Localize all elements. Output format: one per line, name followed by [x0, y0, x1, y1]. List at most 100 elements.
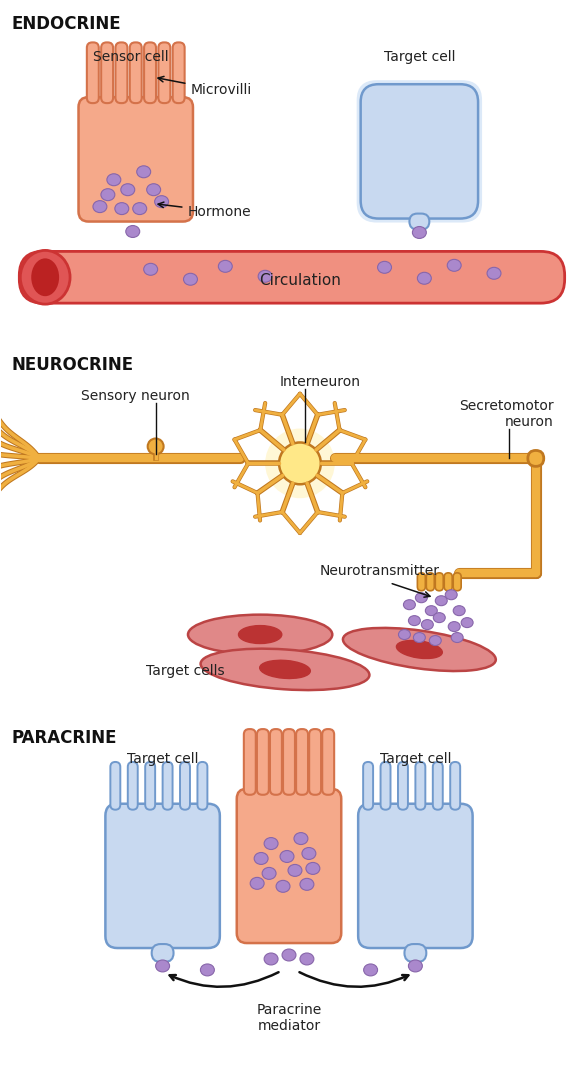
FancyBboxPatch shape	[144, 42, 156, 103]
Ellipse shape	[107, 174, 121, 186]
Ellipse shape	[276, 881, 290, 893]
Ellipse shape	[300, 953, 314, 965]
Ellipse shape	[429, 635, 441, 646]
FancyBboxPatch shape	[162, 762, 173, 809]
FancyBboxPatch shape	[361, 84, 478, 219]
FancyBboxPatch shape	[116, 42, 127, 103]
FancyBboxPatch shape	[380, 762, 391, 809]
Ellipse shape	[487, 267, 501, 279]
Text: Secretomotor
neuron: Secretomotor neuron	[459, 398, 554, 428]
FancyBboxPatch shape	[101, 42, 113, 103]
FancyBboxPatch shape	[237, 789, 341, 944]
FancyBboxPatch shape	[257, 729, 269, 795]
FancyBboxPatch shape	[173, 42, 184, 103]
FancyBboxPatch shape	[128, 762, 138, 809]
Ellipse shape	[403, 599, 416, 609]
Ellipse shape	[264, 953, 278, 965]
Ellipse shape	[397, 641, 442, 659]
Ellipse shape	[409, 960, 423, 972]
FancyBboxPatch shape	[409, 213, 429, 229]
FancyBboxPatch shape	[405, 945, 427, 962]
Ellipse shape	[453, 606, 465, 616]
Ellipse shape	[447, 260, 461, 272]
Ellipse shape	[279, 443, 321, 485]
Ellipse shape	[280, 850, 294, 862]
Ellipse shape	[445, 590, 457, 599]
FancyBboxPatch shape	[296, 729, 308, 795]
FancyBboxPatch shape	[398, 762, 408, 809]
Text: Microvilli: Microvilli	[158, 77, 252, 97]
Text: Paracrine
mediator: Paracrine mediator	[257, 1003, 321, 1033]
Ellipse shape	[254, 853, 268, 865]
Ellipse shape	[148, 438, 164, 454]
Text: Circulation: Circulation	[259, 273, 341, 288]
Ellipse shape	[218, 261, 232, 273]
Ellipse shape	[250, 878, 264, 889]
FancyBboxPatch shape	[198, 762, 208, 809]
Ellipse shape	[413, 226, 427, 238]
Text: Target cell: Target cell	[380, 752, 451, 766]
Ellipse shape	[302, 847, 316, 859]
FancyBboxPatch shape	[363, 762, 373, 809]
FancyBboxPatch shape	[450, 762, 460, 809]
FancyBboxPatch shape	[130, 42, 142, 103]
Ellipse shape	[398, 630, 410, 639]
Ellipse shape	[448, 622, 460, 632]
Ellipse shape	[434, 612, 445, 622]
Ellipse shape	[260, 660, 310, 678]
Ellipse shape	[188, 615, 332, 655]
Text: Target cell: Target cell	[127, 752, 198, 766]
Ellipse shape	[288, 865, 302, 876]
FancyBboxPatch shape	[309, 729, 321, 795]
Text: Hormone: Hormone	[158, 202, 251, 219]
Ellipse shape	[115, 202, 129, 214]
Ellipse shape	[413, 633, 425, 643]
FancyBboxPatch shape	[453, 572, 461, 591]
Ellipse shape	[421, 620, 434, 630]
Ellipse shape	[416, 593, 427, 603]
Ellipse shape	[133, 202, 147, 214]
FancyBboxPatch shape	[357, 80, 482, 223]
Ellipse shape	[409, 616, 420, 625]
FancyBboxPatch shape	[528, 450, 544, 466]
Ellipse shape	[239, 625, 282, 644]
FancyBboxPatch shape	[417, 572, 425, 591]
Text: Neurotransmitter: Neurotransmitter	[320, 564, 439, 578]
FancyBboxPatch shape	[427, 572, 434, 591]
Ellipse shape	[306, 862, 320, 874]
Ellipse shape	[101, 188, 115, 200]
FancyBboxPatch shape	[322, 729, 334, 795]
FancyBboxPatch shape	[145, 762, 155, 809]
FancyBboxPatch shape	[244, 729, 256, 795]
Ellipse shape	[126, 225, 140, 237]
Text: Interneuron: Interneuron	[279, 374, 360, 388]
Ellipse shape	[264, 837, 278, 849]
FancyBboxPatch shape	[180, 762, 190, 809]
FancyBboxPatch shape	[158, 42, 171, 103]
Ellipse shape	[435, 596, 447, 606]
FancyBboxPatch shape	[110, 762, 120, 809]
Ellipse shape	[343, 628, 496, 671]
Ellipse shape	[144, 263, 158, 275]
Ellipse shape	[137, 166, 151, 177]
FancyBboxPatch shape	[416, 762, 425, 809]
FancyBboxPatch shape	[433, 762, 443, 809]
Ellipse shape	[417, 273, 431, 285]
FancyBboxPatch shape	[87, 42, 99, 103]
Ellipse shape	[147, 184, 161, 196]
Text: Target cells: Target cells	[146, 664, 225, 678]
Text: PARACRINE: PARACRINE	[12, 729, 117, 747]
Ellipse shape	[282, 949, 296, 961]
Ellipse shape	[121, 184, 135, 196]
Ellipse shape	[265, 428, 335, 498]
Ellipse shape	[155, 960, 169, 972]
Text: NEUROCRINE: NEUROCRINE	[12, 356, 134, 374]
FancyBboxPatch shape	[435, 572, 443, 591]
Ellipse shape	[155, 196, 169, 208]
Ellipse shape	[183, 274, 198, 286]
Ellipse shape	[425, 606, 438, 616]
FancyBboxPatch shape	[151, 945, 173, 962]
Text: Sensory neuron: Sensory neuron	[81, 388, 190, 403]
Ellipse shape	[300, 879, 314, 890]
FancyBboxPatch shape	[105, 804, 220, 948]
